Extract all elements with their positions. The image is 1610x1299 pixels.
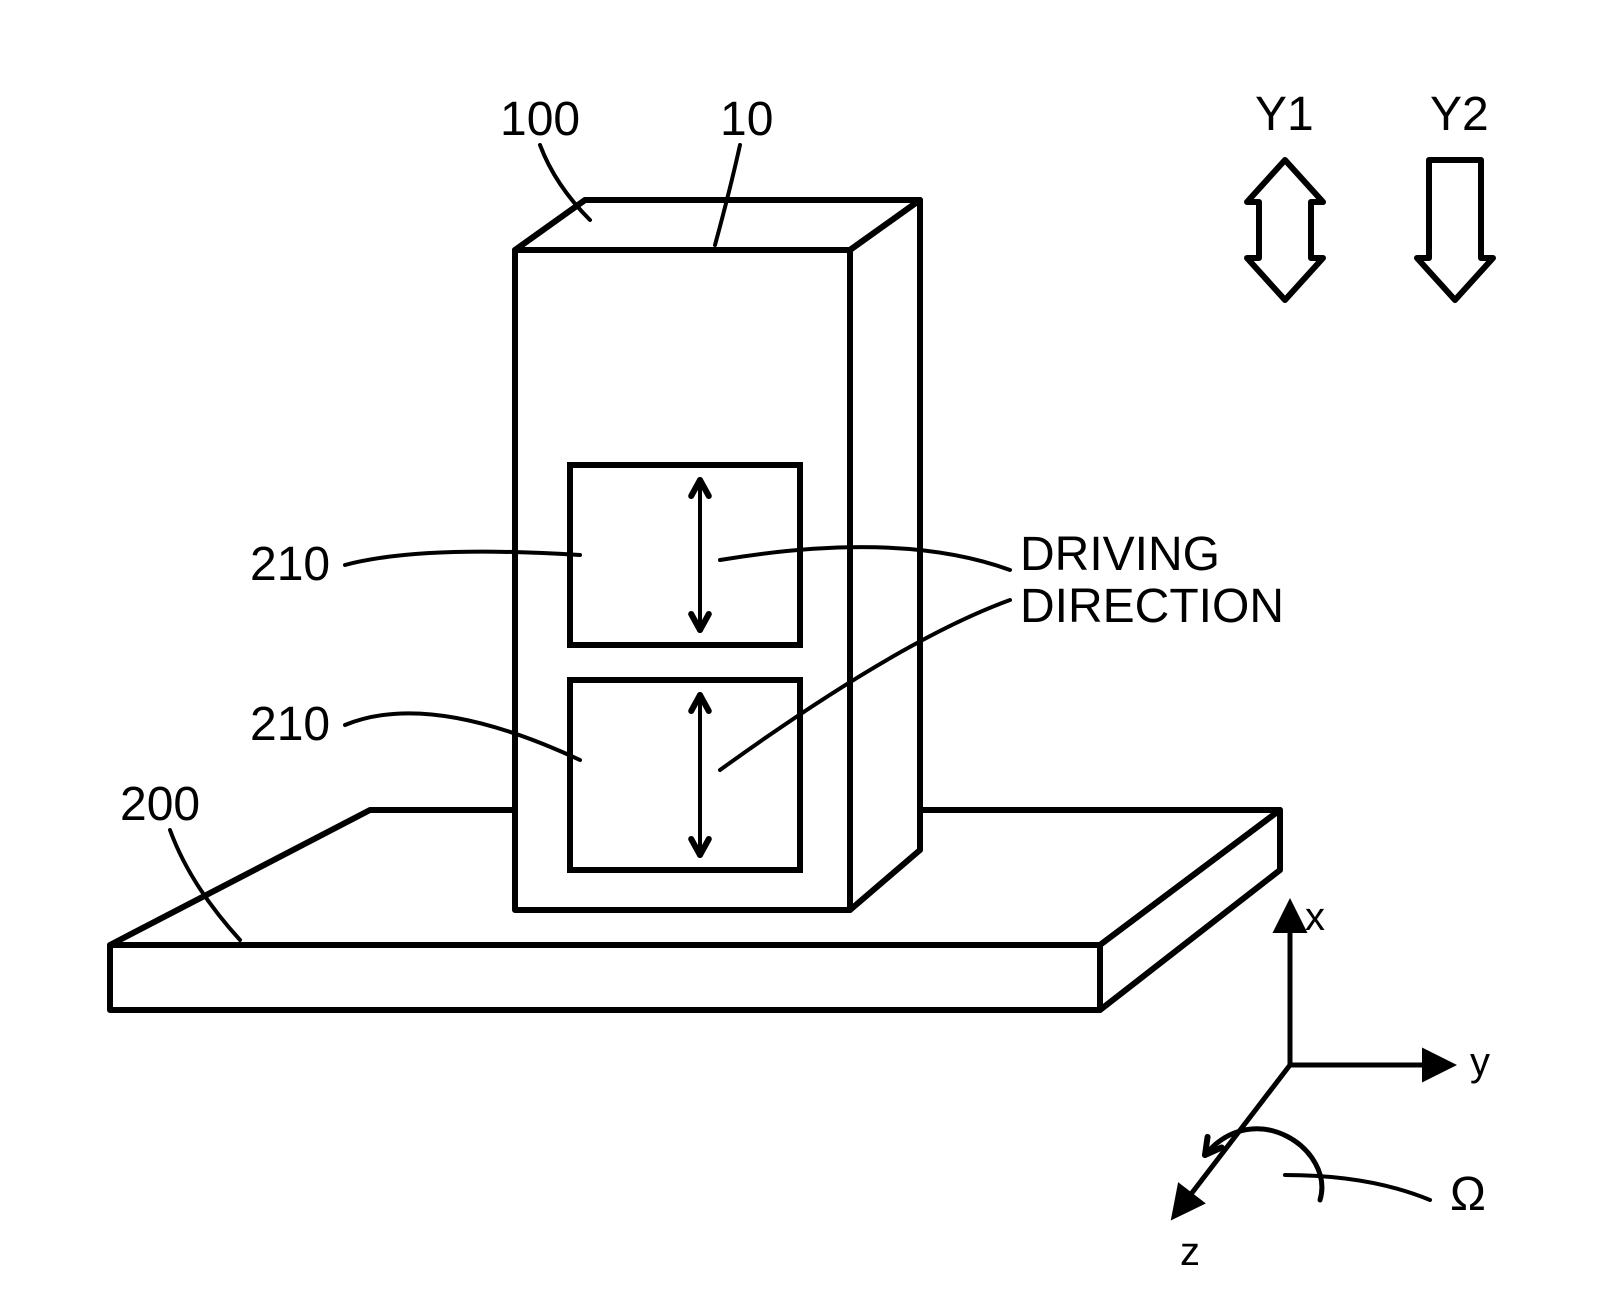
axis-x-label: x — [1305, 895, 1325, 939]
label-driving-direction-2: DIRECTION — [1020, 580, 1284, 633]
label-200: 200 — [120, 778, 200, 831]
axis-y-label: y — [1470, 1040, 1490, 1084]
axis-z-label: z — [1180, 1230, 1200, 1274]
label-100: 100 — [500, 93, 580, 146]
diagram-canvas: 100 10 210 210 200 Y1 Y2 DRIVINGDIRECTION Ωx y z — [0, 0, 1610, 1299]
label-y1: Y1 — [1255, 88, 1314, 141]
label-omega: Ω — [1450, 1168, 1486, 1221]
label-10: 10 — [720, 93, 773, 146]
label-210-upper: 210 — [250, 538, 330, 591]
label-210-lower: 210 — [250, 698, 330, 751]
label-y2: Y2 — [1430, 88, 1489, 141]
label-driving-direction: DRIVING — [1020, 528, 1220, 581]
